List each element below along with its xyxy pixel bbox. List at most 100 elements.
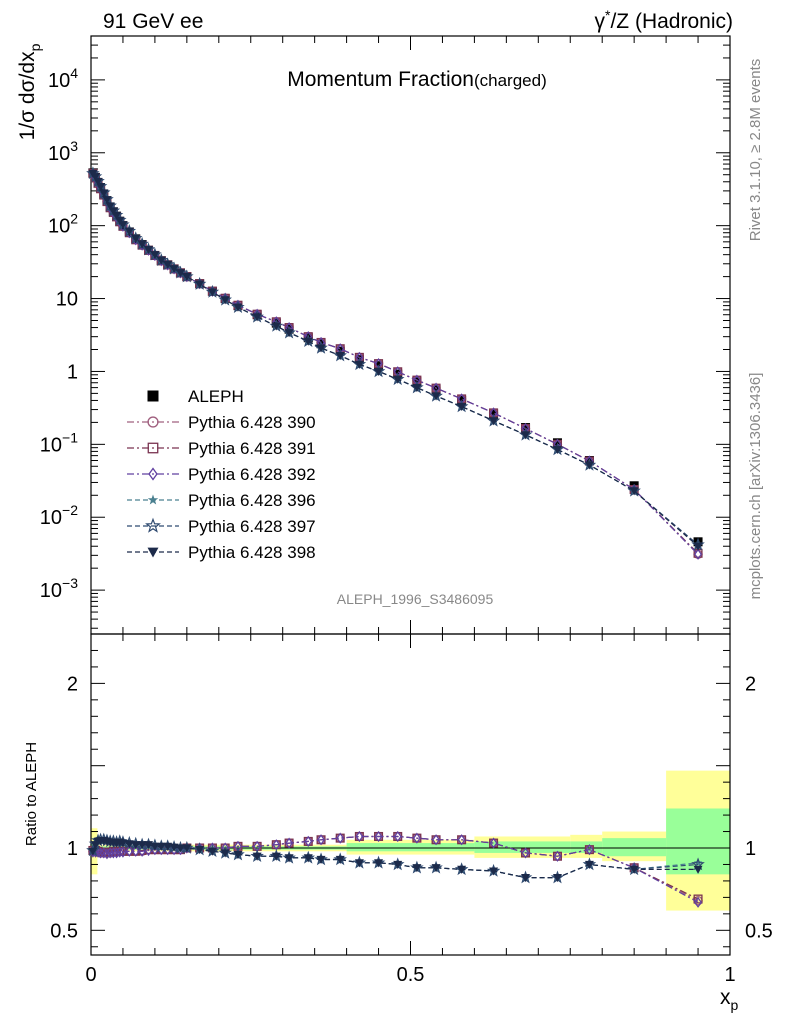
main-point-pythia-6-428-398 [693, 542, 703, 551]
x-tick-label: 1 [724, 964, 735, 986]
ratio-point-pythia-6-428-398 [271, 852, 281, 861]
main-point-pythia-6-428-398 [99, 189, 109, 198]
main-ytick-label: 10−1 [40, 429, 78, 456]
rivet-info: Rivet 3.1.10, ≥ 2.8M events [747, 59, 764, 242]
legend-label-pythia-6-428-398: Pythia 6.428 398 [188, 543, 316, 562]
main-point-pythia-6-428-398 [271, 322, 281, 331]
ratio-point-pythia-6-428-398 [233, 850, 243, 860]
mcplots-info: mcplots.cern.ch [arXiv:1306.3436] [747, 373, 764, 600]
ratio-ytick-label-right: 0.5 [745, 920, 773, 942]
main-point-pythia-6-428-398 [150, 251, 160, 260]
main-line-pythia-6-428-390 [92, 173, 699, 555]
legend-marker-pythia-6-428-392 [148, 467, 158, 481]
legend-label-pythia-6-428-391: Pythia 6.428 391 [188, 439, 316, 458]
main-point-pythia-6-428-398 [252, 313, 262, 322]
main-point-pythia-6-428-398 [144, 245, 154, 255]
main-point-pythia-6-428-398 [303, 337, 313, 346]
ratio-point-pythia-6-428-398 [584, 860, 594, 869]
ratio-point-pythia-6-428-392 [304, 835, 313, 848]
ratio-ylabel: Ratio to ALEPH [23, 742, 40, 846]
main-ytick-label: 10−3 [40, 575, 78, 602]
main-point-pythia-6-428-398 [115, 216, 125, 225]
main-point-pythia-6-428-398 [207, 288, 217, 297]
main-point-pythia-6-428-398 [316, 344, 326, 353]
main-panel: 10−3 10−2 10−1 1 10 102 103 104 [40, 35, 731, 635]
ratio-point-pythia-6-428-392 [285, 837, 294, 849]
x-tick-label: 0.5 [397, 964, 425, 986]
ratio-point-pythia-6-428-398 [207, 847, 217, 856]
main-point-pythia-6-428-392 [694, 548, 703, 560]
main-point-pythia-6-428-398 [489, 417, 499, 426]
ratio-point-pythia-6-428-398 [163, 842, 173, 851]
ratio-point-pythia-6-428-398 [169, 843, 179, 852]
main-point-pythia-6-428-398 [284, 329, 294, 338]
main-frame [90, 35, 731, 635]
legend-marker-aleph [147, 390, 159, 402]
ratio-point-pythia-6-428-398 [521, 874, 531, 883]
main-point-pythia-6-428-398 [335, 351, 345, 361]
legend-label-pythia-6-428-397: Pythia 6.428 397 [188, 517, 316, 536]
legend-marker-pythia-6-428-390 [147, 416, 159, 428]
ratio-point-pythia-6-428-392 [489, 837, 498, 849]
ratio-point-pythia-6-428-398 [431, 864, 441, 873]
ratio-point-pythia-6-428-398 [354, 859, 364, 868]
main-point-pythia-6-428-398 [354, 360, 364, 369]
ratio-point-pythia-6-428-398 [335, 855, 345, 865]
main-ytick-label: 102 [48, 211, 78, 238]
ratio-point-pythia-6-428-398 [552, 874, 562, 883]
ratio-point-pythia-6-428-398 [284, 854, 294, 863]
main-point-pythia-6-428-398 [90, 173, 100, 182]
main-point-pythia-6-428-398 [521, 431, 531, 440]
ratio-point-pythia-6-428-392 [694, 896, 703, 908]
ratio-point-pythia-6-428-392 [112, 847, 121, 859]
process-label: γ*/Z (Hadronic) [595, 7, 733, 33]
ratio-point-pythia-6-428-398 [182, 844, 192, 853]
ratio-point-pythia-6-428-392 [131, 845, 140, 857]
main-line-pythia-6-428-397 [92, 173, 699, 546]
ratio-point-pythia-6-428-398 [124, 840, 134, 849]
ratio-ytick-label: 2 [67, 673, 78, 695]
main-point-pythia-6-428-398 [584, 461, 594, 470]
ratio-point-pythia-6-428-392 [106, 847, 115, 859]
main-point-pythia-6-428-398 [112, 211, 122, 220]
main-point-pythia-6-428-398 [137, 240, 147, 249]
main-point-pythia-6-428-398 [175, 269, 185, 278]
ratio-point-pythia-6-428-398 [316, 855, 326, 865]
main-point-pythia-6-428-398 [629, 487, 639, 496]
ratio-point-pythia-6-428-398 [374, 859, 384, 868]
ratio-point-pythia-6-428-398 [393, 860, 403, 869]
ratio-point-pythia-6-428-392 [432, 834, 441, 846]
legend-label-pythia-6-428-390: Pythia 6.428 390 [188, 413, 316, 432]
ratio-point-pythia-6-428-391 [693, 894, 703, 904]
ratio-point-pythia-6-428-392 [118, 846, 127, 858]
main-point-pythia-6-428-398 [393, 375, 403, 384]
ratio-point-pythia-6-428-392 [553, 850, 562, 862]
ratio-point-pythia-6-428-398 [457, 865, 467, 874]
ratio-point-pythia-6-428-398 [693, 865, 703, 874]
main-point-pythia-6-428-398 [105, 202, 115, 211]
band-green-3 [474, 841, 571, 853]
legend-marker-pythia-6-428-398 [147, 547, 159, 558]
ratio-point-pythia-6-428-392 [115, 846, 124, 858]
ratio-point-pythia-6-428-398 [252, 852, 262, 861]
ratio-point-pythia-6-428-392 [374, 830, 383, 843]
ratio-xlabel: xp [720, 986, 739, 1013]
main-ytick-label: 104 [48, 65, 78, 92]
main-point-pythia-6-428-398 [124, 227, 134, 236]
main-line-pythia-6-428-392 [92, 173, 699, 555]
ratio-point-pythia-6-428-398 [195, 846, 205, 855]
main-point-aleph [521, 423, 531, 433]
ratio-point-pythia-6-428-398 [175, 844, 185, 853]
main-ytick-label: 103 [48, 138, 78, 165]
main-title: Momentum Fraction(charged) [287, 68, 547, 91]
energy-label: 91 GeV ee [103, 10, 203, 33]
ratio-point-pythia-6-428-392 [109, 847, 118, 859]
main-point-pythia-6-428-398 [220, 296, 230, 305]
legend-label-aleph: ALEPH [188, 387, 244, 406]
main-ytick-label: 10−2 [40, 502, 78, 529]
main-point-pythia-6-428-398 [431, 392, 441, 401]
ratio-point-pythia-6-428-392 [393, 830, 402, 843]
ratio-point-pythia-6-428-398 [303, 854, 313, 863]
main-point-pythia-6-428-398 [102, 196, 112, 205]
